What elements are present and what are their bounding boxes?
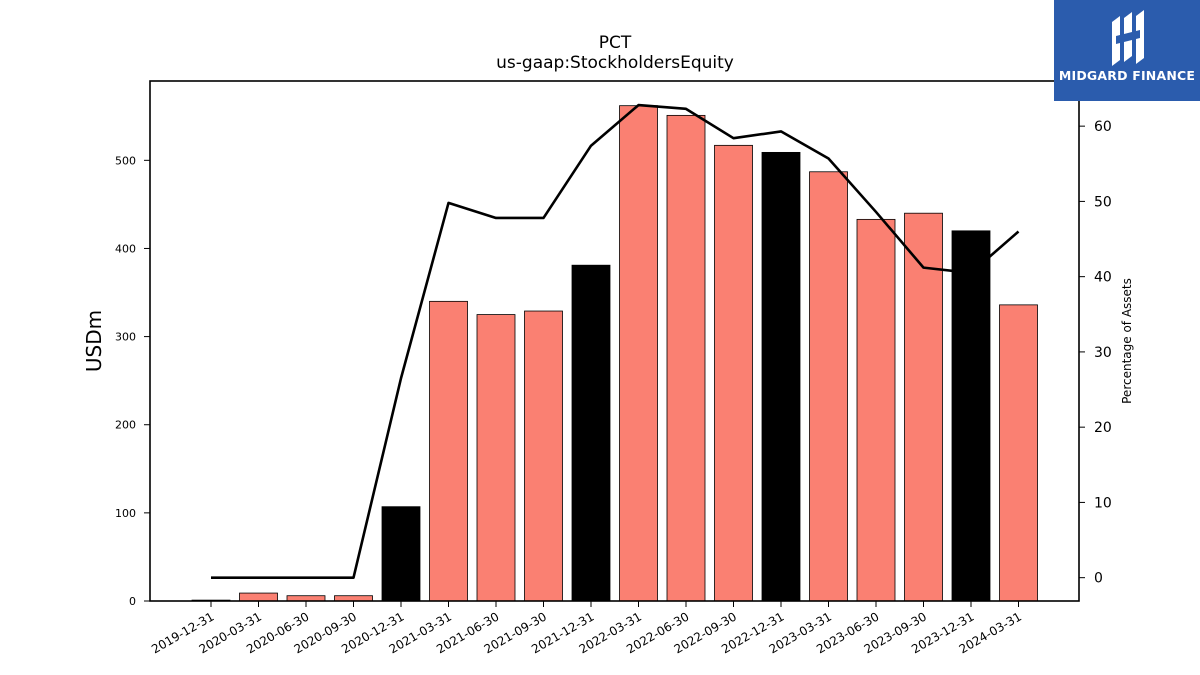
bar	[809, 171, 848, 602]
bar	[951, 230, 991, 602]
line-layer	[211, 103, 1020, 579]
left-axis: 0 100 200 300 400 500	[115, 154, 150, 608]
bar	[856, 218, 896, 602]
right-tick-label: 20	[1094, 420, 1112, 436]
chart-subtitle: us-gaap:StockholdersEquity	[496, 53, 734, 73]
left-tick-label: 100	[115, 507, 136, 520]
right-tick-label: 10	[1094, 495, 1112, 511]
bar	[999, 304, 1038, 602]
bar	[239, 592, 278, 602]
left-tick-label: 0	[129, 595, 136, 608]
y-axis-label-left: USDm	[82, 310, 106, 372]
bar	[761, 151, 801, 602]
right-tick-label: 50	[1094, 194, 1112, 210]
plot-frame	[149, 80, 1080, 602]
right-tick-label: 60	[1094, 119, 1112, 135]
bars-layer	[191, 105, 1038, 602]
bar	[904, 212, 943, 602]
right-tick-label: 30	[1094, 345, 1112, 361]
left-tick-label: 400	[115, 242, 136, 255]
logo-mark-icon	[1112, 10, 1144, 66]
bar	[524, 310, 563, 602]
bar	[571, 264, 611, 602]
y-axis-label-right: Percentage of Assets	[1120, 278, 1134, 404]
logo-text: MIDGARD FINANCE	[1058, 68, 1196, 83]
bar	[619, 105, 658, 602]
x-axis: 2019-12-312020-03-312020-06-302020-09-30…	[149, 601, 1024, 656]
left-tick-label: 300	[115, 331, 136, 344]
left-tick-label: 500	[115, 154, 136, 167]
left-tick-label: 200	[115, 419, 136, 432]
percentage-line	[211, 103, 1020, 579]
bar	[381, 506, 421, 602]
brand-logo: MIDGARD FINANCE	[1054, 0, 1200, 101]
bar	[429, 300, 468, 602]
bar	[714, 144, 753, 602]
right-tick-label: 0	[1094, 571, 1103, 587]
right-axis: 0 10 20 30 40 50 60	[1079, 119, 1112, 587]
bar	[476, 314, 516, 602]
bar	[666, 114, 706, 602]
chart-title: PCT	[599, 33, 632, 53]
right-tick-label: 40	[1094, 270, 1112, 286]
